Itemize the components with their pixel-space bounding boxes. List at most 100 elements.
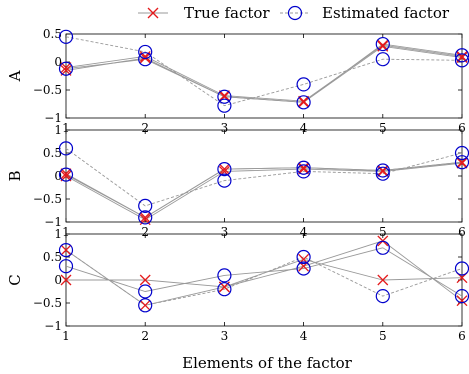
estimated-point [58,167,74,182]
true-point [298,162,310,174]
x-tick-label: 3 [221,329,229,343]
estimated-point [296,77,311,92]
true-point [298,96,310,108]
series-line [65,247,463,297]
x-tick-label: 1 [62,225,70,239]
y-tick-label: −0.5 [33,192,62,206]
x-tick-label: 6 [458,225,466,239]
estimated-point [296,261,311,276]
x-tick-label: 2 [141,225,149,239]
x-tick-label: 2 [141,121,149,135]
x-tick-label: 5 [379,121,387,135]
legend-estimated-label: Estimated factor [322,4,450,22]
series-line [65,43,463,103]
estimated-point [58,259,74,274]
true-point [60,62,72,74]
x-tick-label: 6 [458,121,466,135]
true-point [456,157,468,169]
estimated-point [217,162,232,177]
true-point [377,165,389,176]
estimated-point [217,98,232,113]
y-tick-label: 1 [54,227,62,241]
estimated-point [58,141,74,156]
y-tick-label: −0.5 [33,83,62,97]
true-point [456,50,468,62]
series-line [65,161,463,218]
y-tick-label: 0 [54,55,62,69]
panel-label: A [6,70,24,82]
true-point [60,274,72,286]
true-point [377,39,389,51]
true-point [60,168,72,180]
x-tick-label: 3 [221,121,229,135]
estimated-point [217,89,232,104]
estimated-point [375,240,390,255]
legend-true-label: True factor [184,4,270,22]
series-line [65,44,463,102]
estimated-point [375,52,390,67]
y-tick-label: −1 [44,319,62,333]
series-line [65,249,463,306]
y-tick-label: 0.5 [43,146,62,160]
estimated-point [375,163,390,178]
series-line [65,148,463,207]
x-axis-label: Elements of the factor [182,354,353,372]
panel-a: 1 2 3 4 5 6 −1 −0.5 0 0.5 A [6,27,469,135]
x-tick-label: 1 [62,329,70,343]
true-point [218,90,230,102]
x-tick-label: 5 [379,225,387,239]
estimated-point [375,36,390,52]
x-tick-label: 6 [458,329,466,343]
y-tick-label: −1 [44,111,62,125]
estimated-point [296,164,311,179]
x-tick-label: 2 [141,329,149,343]
plot-frame [65,33,463,119]
y-tick-label: −1 [44,215,62,229]
estimated-point [58,61,74,76]
series-line [65,249,463,306]
estimated-point [138,284,153,299]
true-point [60,170,72,182]
true-point [218,163,230,175]
estimated-point [58,243,74,258]
y-tick-label: 0 [54,169,62,183]
x-tick-label: 4 [300,329,308,343]
estimated-point [138,298,153,313]
y-tick-label: 1 [54,123,62,137]
true-point [60,244,72,256]
estimated-point [138,210,153,225]
x-tick-label: 4 [300,121,308,135]
estimated-point [217,173,232,188]
true-point [298,95,310,107]
legend: True factor Estimated factor [138,4,450,22]
panel-label: C [6,274,24,285]
legend-estimated-marker [280,5,310,21]
estimated-point [296,160,311,175]
x-tick-label: 3 [221,225,229,239]
estimated-point [138,198,153,213]
legend-true-marker [138,7,168,19]
true-point [377,274,389,286]
estimated-point [217,282,232,297]
estimated-point [58,29,74,44]
estimated-point [375,289,390,304]
series-line [65,36,463,107]
y-tick-label: 0.5 [43,250,62,264]
estimated-point [217,268,232,283]
x-tick-label: 5 [379,329,387,343]
estimated-point [138,44,153,60]
x-tick-label: 4 [300,225,308,239]
true-point [139,211,151,223]
true-point [139,274,151,286]
series-line [65,45,463,103]
panel-c: 1 2 3 4 5 6−1−0.500.51C [6,227,469,343]
true-point [139,299,151,311]
series-line [66,240,463,302]
panel-b: 1 2 3 4 5 6 −1 −0.5 0 0.5 1 B [6,123,469,239]
estimated-point [296,249,311,265]
estimated-point [138,52,153,67]
estimated-point [375,166,390,181]
panel-label: B [6,170,24,181]
